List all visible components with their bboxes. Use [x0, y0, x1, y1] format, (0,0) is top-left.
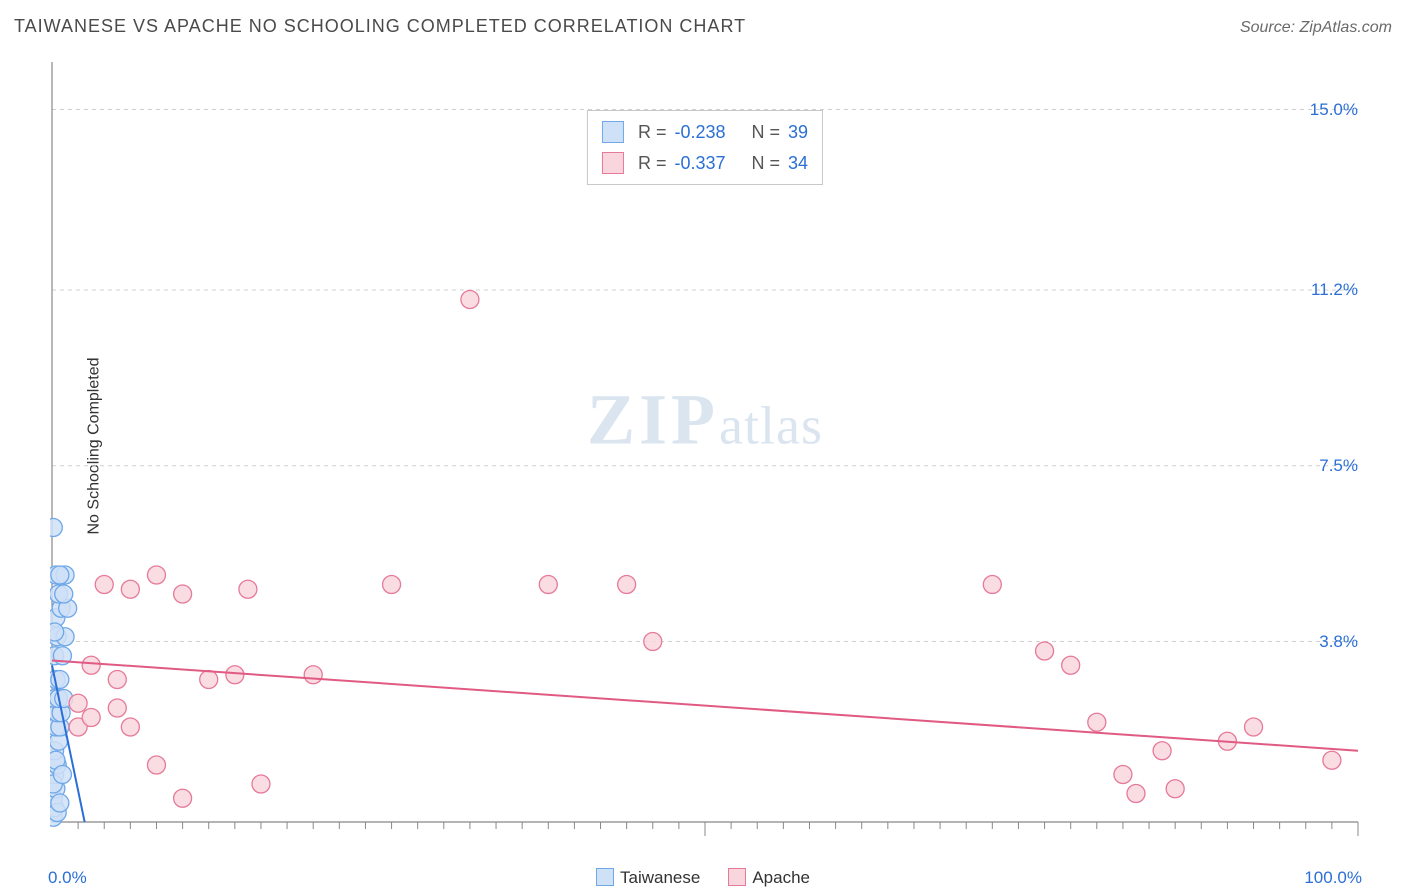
r-value-apache: -0.337: [674, 148, 725, 179]
legend-item-taiwanese: Taiwanese: [596, 868, 700, 888]
y-tick-label: 3.8%: [1319, 632, 1358, 652]
chart-area: ZIPatlas R = -0.238 N = 39 R = -0.337 N …: [50, 52, 1360, 852]
y-tick-label: 15.0%: [1310, 100, 1358, 120]
correlation-legend: R = -0.238 N = 39 R = -0.337 N = 34: [587, 110, 823, 185]
swatch-apache: [602, 152, 624, 174]
x-origin-label: 0.0%: [48, 868, 87, 888]
legend-item-apache: Apache: [728, 868, 810, 888]
legend-bottom: Taiwanese Apache: [596, 868, 810, 888]
r-value-taiwanese: -0.238: [674, 117, 725, 148]
y-tick-label: 7.5%: [1319, 456, 1358, 476]
n-value-apache: 34: [788, 148, 808, 179]
legend-row-apache: R = -0.337 N = 34: [602, 148, 808, 179]
x-end-label: 100.0%: [1304, 868, 1362, 888]
legend-row-taiwanese: R = -0.238 N = 39: [602, 117, 808, 148]
source-attribution: Source: ZipAtlas.com: [1240, 19, 1392, 37]
n-value-taiwanese: 39: [788, 117, 808, 148]
header: TAIWANESE VS APACHE NO SCHOOLING COMPLET…: [14, 16, 1392, 37]
y-tick-label: 11.2%: [1311, 280, 1358, 300]
swatch-apache-icon: [728, 868, 746, 886]
swatch-taiwanese: [602, 121, 624, 143]
chart-title: TAIWANESE VS APACHE NO SCHOOLING COMPLET…: [14, 16, 746, 37]
swatch-taiwanese-icon: [596, 868, 614, 886]
